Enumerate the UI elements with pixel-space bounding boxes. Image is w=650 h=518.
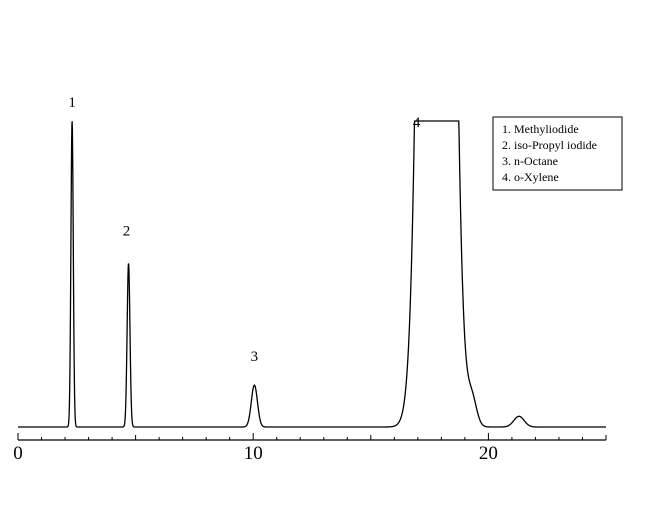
x-tick-label: 10 [244,443,263,464]
legend-entry-4: 4. o-Xylene [502,170,559,184]
peak-labels: 1 2 3 4 [68,95,421,365]
legend-box [492,116,623,191]
x-tick-label: 0 [13,443,23,464]
peak-label-3: 3 [251,349,259,365]
peak-label-1: 1 [68,95,76,111]
legend: 1. Methyliodide 2. iso-Propyl iodide 3. … [492,116,623,191]
peak-label-2: 2 [123,223,131,239]
peak-label-4: 4 [413,115,421,131]
legend-entry-2: 2. iso-Propyl iodide [502,138,597,152]
legend-entry-1: 1. Methyliodide [502,122,579,136]
legend-entry-3: 3. n-Octane [502,154,558,168]
chromatogram-trace [18,120,606,428]
x-tick-label: 20 [479,443,498,464]
x-axis: 0 10 20 [13,433,607,464]
